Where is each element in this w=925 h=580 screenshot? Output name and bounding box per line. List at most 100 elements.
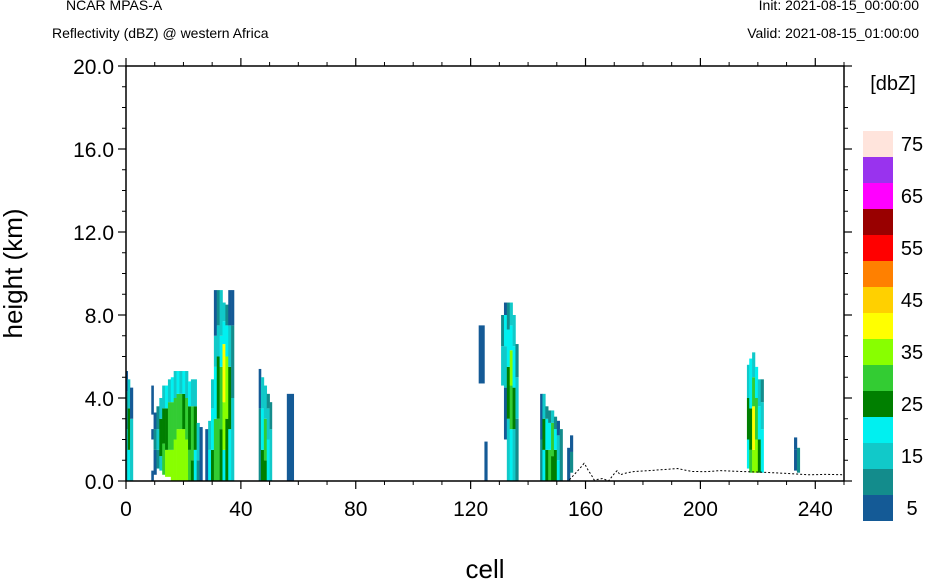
y-tick-label: 8.0	[85, 305, 114, 328]
reflectivity-cell	[179, 429, 183, 481]
reflectivity-cell	[269, 429, 273, 481]
reflectivity-cell	[159, 418, 163, 457]
reflectivity-cell	[185, 398, 189, 440]
reflectivity-cell	[231, 290, 235, 326]
reflectivity-cell	[269, 402, 273, 430]
reflectivity-cell	[260, 449, 265, 481]
reflectivity-cell	[545, 418, 549, 450]
reflectivity-cell	[228, 290, 232, 326]
reflectivity-cell	[196, 422, 200, 461]
reflectivity-cell	[746, 364, 750, 398]
reflectivity-cell	[757, 379, 762, 407]
reflectivity-cell	[126, 429, 129, 481]
reflectivity-cell	[757, 439, 762, 473]
model-name: NCAR MPAS-A	[66, 0, 163, 13]
reflectivity-cell	[193, 449, 197, 481]
reflectivity-cell	[228, 429, 232, 481]
reflectivity-cell	[258, 408, 262, 481]
reflectivity-cell	[222, 402, 226, 450]
reflectivity-cell	[225, 304, 229, 326]
reflectivity-cell	[208, 420, 212, 450]
colorbar-swatch	[863, 469, 893, 495]
reflectivity-cell	[266, 439, 270, 481]
reflectivity-cell	[263, 385, 268, 419]
colorbar-label: 25	[901, 394, 923, 416]
reflectivity-cell	[190, 406, 195, 461]
reflectivity-cell	[162, 443, 166, 475]
reflectivity-cell	[478, 356, 485, 384]
reflectivity-cell	[509, 350, 513, 386]
colorbar-swatch	[863, 183, 893, 209]
reflectivity-cell	[193, 379, 197, 407]
reflectivity-cell	[260, 377, 265, 409]
y-tick-label: 12.0	[73, 222, 114, 245]
reflectivity-cell	[182, 371, 186, 394]
reflectivity-cell	[179, 393, 183, 430]
reflectivity-cell	[760, 379, 764, 403]
reflectivity-cell	[512, 315, 516, 347]
x-tick-label: 160	[568, 498, 603, 521]
reflectivity-cell	[219, 366, 223, 430]
reflectivity-cell	[231, 398, 235, 481]
reflectivity-cell	[176, 371, 180, 394]
reflectivity-cell	[151, 385, 154, 415]
reflectivity-cell	[551, 422, 555, 457]
reflectivity-cell	[213, 366, 218, 419]
colorbar-swatch	[863, 417, 893, 443]
reflectivity-cell	[542, 449, 546, 481]
colorbar-swatch	[863, 339, 893, 365]
reflectivity-cell	[503, 346, 508, 388]
reflectivity-cell	[127, 408, 131, 450]
reflectivity-cell	[153, 449, 157, 475]
reflectivity-cell	[185, 371, 189, 398]
reflectivity-cell	[225, 418, 229, 481]
reflectivity-cell	[179, 371, 183, 394]
x-tick-label: 0	[120, 498, 132, 521]
colorbar-swatch	[863, 209, 893, 235]
terrain-line	[126, 462, 845, 482]
reflectivity-cell	[503, 302, 508, 315]
reflectivity-cell	[159, 456, 163, 471]
reflectivity-cell	[185, 439, 189, 481]
y-tick-label: 16.0	[73, 139, 114, 162]
reflectivity-cell	[754, 366, 759, 398]
reflectivity-cell	[165, 408, 169, 450]
reflectivity-cell	[167, 379, 172, 403]
colorbar-swatch	[863, 261, 893, 287]
reflectivity-cell	[746, 439, 750, 469]
reflectivity-cell	[551, 410, 555, 423]
reflectivity-cell	[162, 408, 166, 444]
reflectivity-cell	[228, 325, 232, 367]
reflectivity-cell	[509, 385, 513, 430]
reflectivity-cell	[509, 429, 513, 481]
reflectivity-cell	[570, 435, 574, 452]
reflectivity-cell	[199, 427, 203, 481]
reflectivity-cell	[211, 449, 215, 481]
reflectivity-cell	[176, 393, 180, 430]
reflectivity-cell	[794, 437, 798, 450]
reflectivity-cell	[219, 429, 223, 481]
reflectivity-cell	[216, 356, 220, 419]
reflectivity-cell	[193, 406, 197, 450]
reflectivity-cell	[478, 325, 485, 357]
colorbar-swatch	[863, 157, 893, 183]
reflectivity-cell	[266, 393, 270, 409]
reflectivity-cell	[509, 325, 513, 351]
reflectivity-cell	[752, 449, 756, 473]
reflectivity-cell	[556, 435, 560, 461]
reflectivity-cell	[503, 315, 508, 347]
reflectivity-cell	[188, 406, 192, 450]
colorbar-label: 75	[901, 134, 923, 156]
reflectivity-cell	[213, 335, 218, 367]
reflectivity-cell	[263, 460, 268, 481]
colorbar-label: 15	[901, 446, 923, 468]
y-tick-label: 20.0	[73, 56, 114, 79]
reflectivity-cell	[170, 449, 174, 481]
reflectivity-cell	[548, 410, 552, 423]
reflectivity-cell	[211, 408, 215, 450]
reflectivity-cell	[548, 422, 552, 450]
reflectivity-cell	[545, 406, 549, 419]
reflectivity-cell	[190, 460, 195, 481]
reflectivity-cell	[222, 302, 226, 322]
